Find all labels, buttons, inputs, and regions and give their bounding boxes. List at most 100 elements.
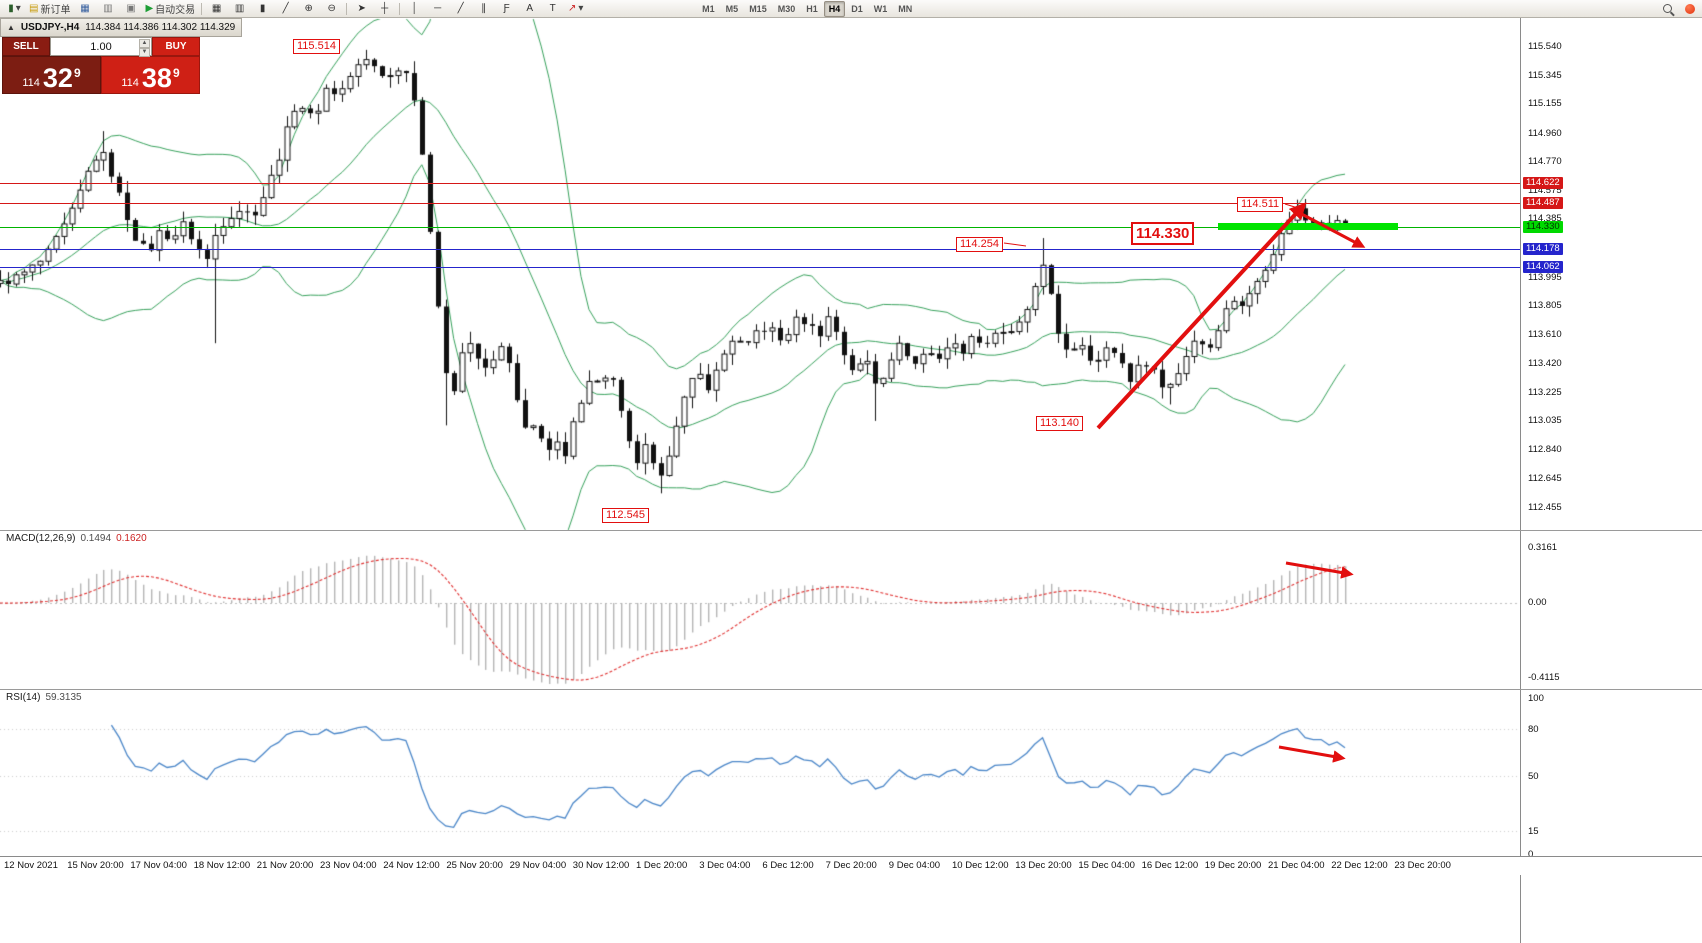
timeframe-m5[interactable]: M5 bbox=[725, 3, 739, 14]
volume-spinner: ▲ ▼ bbox=[139, 39, 150, 57]
price-tag: 114.487 bbox=[1523, 197, 1563, 209]
panel-separator[interactable] bbox=[0, 530, 1702, 531]
horizontal-level-line[interactable] bbox=[0, 183, 1520, 184]
price-callout[interactable]: 114.511 bbox=[1237, 197, 1284, 212]
channel-tool[interactable]: ∥ bbox=[472, 0, 495, 17]
toolbar-separator bbox=[201, 2, 203, 15]
timeframe-group: M1 M5 M15 M30 H1 H4 D1 W1 MN bbox=[697, 0, 917, 17]
time-tick: 3 Dec 04:00 bbox=[699, 860, 751, 871]
market-watch-button[interactable]: ▦ bbox=[73, 0, 96, 17]
notification-status-icon[interactable] bbox=[1685, 3, 1695, 14]
timeframe-m30[interactable]: M30 bbox=[777, 3, 796, 14]
trendline-tool[interactable]: ╱ bbox=[449, 0, 472, 17]
chevron-down-icon: ▾ bbox=[578, 2, 584, 14]
price-tick: 113.995 bbox=[1528, 272, 1562, 283]
buy-button[interactable]: BUY bbox=[152, 37, 200, 56]
horizontal-level-line[interactable] bbox=[0, 227, 1520, 228]
price-callout[interactable]: 114.254 bbox=[956, 237, 1003, 252]
crosshair-icon: ┼ bbox=[381, 2, 389, 14]
search-button[interactable] bbox=[1656, 0, 1679, 17]
chart-type-dropdown[interactable]: ▮ ▾ bbox=[3, 0, 26, 17]
horizontal-line-tool[interactable]: ─ bbox=[426, 0, 449, 17]
arrows-tool[interactable]: ↗ ▾ bbox=[564, 0, 587, 17]
tile-windows-button[interactable]: ▦ bbox=[205, 0, 228, 17]
arrow-tool-icon: ↗ bbox=[567, 2, 577, 14]
trendline-icon: ╱ bbox=[457, 2, 464, 14]
channel-icon: ∥ bbox=[481, 2, 487, 14]
terminal-icon: ▣ bbox=[126, 2, 136, 14]
new-order-button[interactable]: ▤ 新订单 bbox=[26, 0, 73, 17]
price-tick: 113.420 bbox=[1528, 358, 1562, 369]
horizontal-level-line[interactable] bbox=[0, 203, 1520, 204]
fibonacci-icon: Ƒ bbox=[503, 2, 510, 14]
sell-price-button[interactable]: 114 32 9 bbox=[2, 56, 101, 94]
zoom-in-button[interactable]: ⊕ bbox=[297, 0, 320, 17]
support-zone-segment[interactable] bbox=[1218, 223, 1398, 230]
terminal-button[interactable]: ▣ bbox=[119, 0, 142, 17]
time-tick: 30 Nov 12:00 bbox=[572, 860, 630, 871]
horizontal-level-line[interactable] bbox=[0, 249, 1520, 250]
timeframe-w1[interactable]: W1 bbox=[873, 3, 888, 14]
new-order-icon: ▤ bbox=[29, 2, 39, 14]
vertical-line-tool[interactable]: │ bbox=[403, 0, 426, 17]
time-scale[interactable]: 12 Nov 2021 15 Nov 20:00 17 Nov 04:00 18 No… bbox=[0, 856, 1702, 875]
candlestick-chart-button[interactable]: ▮ bbox=[251, 0, 274, 17]
zoom-out-button[interactable]: ⊖ bbox=[320, 0, 343, 17]
timeframe-h4[interactable]: H4 bbox=[823, 0, 846, 17]
time-tick: 23 Nov 04:00 bbox=[320, 860, 377, 871]
volume-field[interactable]: 1.00 ▲ ▼ bbox=[50, 37, 152, 57]
zoom-out-icon: ⊖ bbox=[327, 2, 336, 14]
rsi-axis-value: 100 bbox=[1528, 693, 1544, 704]
panel-separator[interactable] bbox=[0, 689, 1702, 690]
buy-price-figure: 114 bbox=[121, 77, 139, 89]
bar-chart-button[interactable]: ▥ bbox=[228, 0, 251, 17]
price-callout[interactable]: 113.140 bbox=[1036, 416, 1083, 431]
fibonacci-tool[interactable]: Ƒ bbox=[495, 0, 518, 17]
toolbar-separator bbox=[346, 2, 348, 15]
buy-price-button[interactable]: 114 38 9 bbox=[101, 56, 200, 94]
price-tick: 113.610 bbox=[1528, 329, 1562, 340]
symbol-period: USDJPY-,H4 bbox=[20, 22, 80, 33]
line-chart-button[interactable]: ╱ bbox=[274, 0, 297, 17]
time-tick: 17 Nov 04:00 bbox=[130, 860, 187, 871]
price-callout[interactable]: 112.545 bbox=[602, 508, 649, 523]
main-toolbar: ▮ ▾ ▤ 新订单 ▦ ▥ ▣ ▶ 自动交易 ▦ ▥ ▮ ╱ ⊕ ⊖ ➤ ┼ │… bbox=[0, 0, 1702, 18]
auto-trading-button[interactable]: ▶ 自动交易 bbox=[142, 0, 198, 17]
crosshair-tool[interactable]: ┼ bbox=[373, 0, 396, 17]
horizontal-level-line[interactable] bbox=[0, 267, 1520, 268]
price-callout[interactable]: 114.330 bbox=[1131, 222, 1195, 245]
price-tick: 112.645 bbox=[1528, 473, 1562, 484]
sell-price-point: 9 bbox=[73, 66, 81, 80]
timeframe-m15[interactable]: M15 bbox=[749, 3, 767, 14]
volume-value: 1.00 bbox=[90, 40, 112, 53]
timeframe-m1[interactable]: M1 bbox=[702, 3, 715, 14]
macd-label: MACD(12,26,9) 0.1494 0.1620 bbox=[6, 533, 147, 544]
sell-button[interactable]: SELL bbox=[2, 37, 50, 56]
price-tick: 112.840 bbox=[1528, 444, 1562, 455]
price-scale[interactable]: 115.540 115.345 115.155 114.960 114.770 114.5… bbox=[1520, 18, 1702, 943]
rsi-axis-value: 50 bbox=[1528, 771, 1539, 782]
candlestick-chart-icon: ▮ bbox=[259, 2, 266, 14]
rsi-axis-value: 0 bbox=[1528, 849, 1534, 860]
chevron-down-icon: ▾ bbox=[15, 2, 21, 14]
cursor-tool[interactable]: ➤ bbox=[350, 0, 373, 17]
timeframe-mn[interactable]: MN bbox=[898, 3, 913, 14]
volume-down-button[interactable]: ▼ bbox=[139, 48, 150, 57]
timeframe-d1[interactable]: D1 bbox=[851, 3, 863, 14]
volume-up-button[interactable]: ▲ bbox=[139, 39, 150, 48]
time-tick: 23 Dec 20:00 bbox=[1394, 860, 1451, 871]
macd-axis-value: 0.3161 bbox=[1528, 542, 1558, 553]
rsi-value: 59.3135 bbox=[45, 692, 82, 703]
navigator-button[interactable]: ▥ bbox=[96, 0, 119, 17]
time-tick: 21 Nov 20:00 bbox=[256, 860, 314, 871]
price-tick: 114.385 bbox=[1528, 213, 1562, 224]
timeframe-h1[interactable]: H1 bbox=[806, 3, 818, 14]
label-tool[interactable]: T bbox=[541, 0, 564, 17]
rsi-label: RSI(14) 59.3135 bbox=[6, 692, 82, 703]
price-tick: 115.345 bbox=[1528, 70, 1562, 81]
text-tool[interactable]: A bbox=[518, 0, 541, 17]
price-callout[interactable]: 115.514 bbox=[293, 39, 340, 54]
macd-name: MACD(12,26,9) bbox=[6, 533, 76, 544]
